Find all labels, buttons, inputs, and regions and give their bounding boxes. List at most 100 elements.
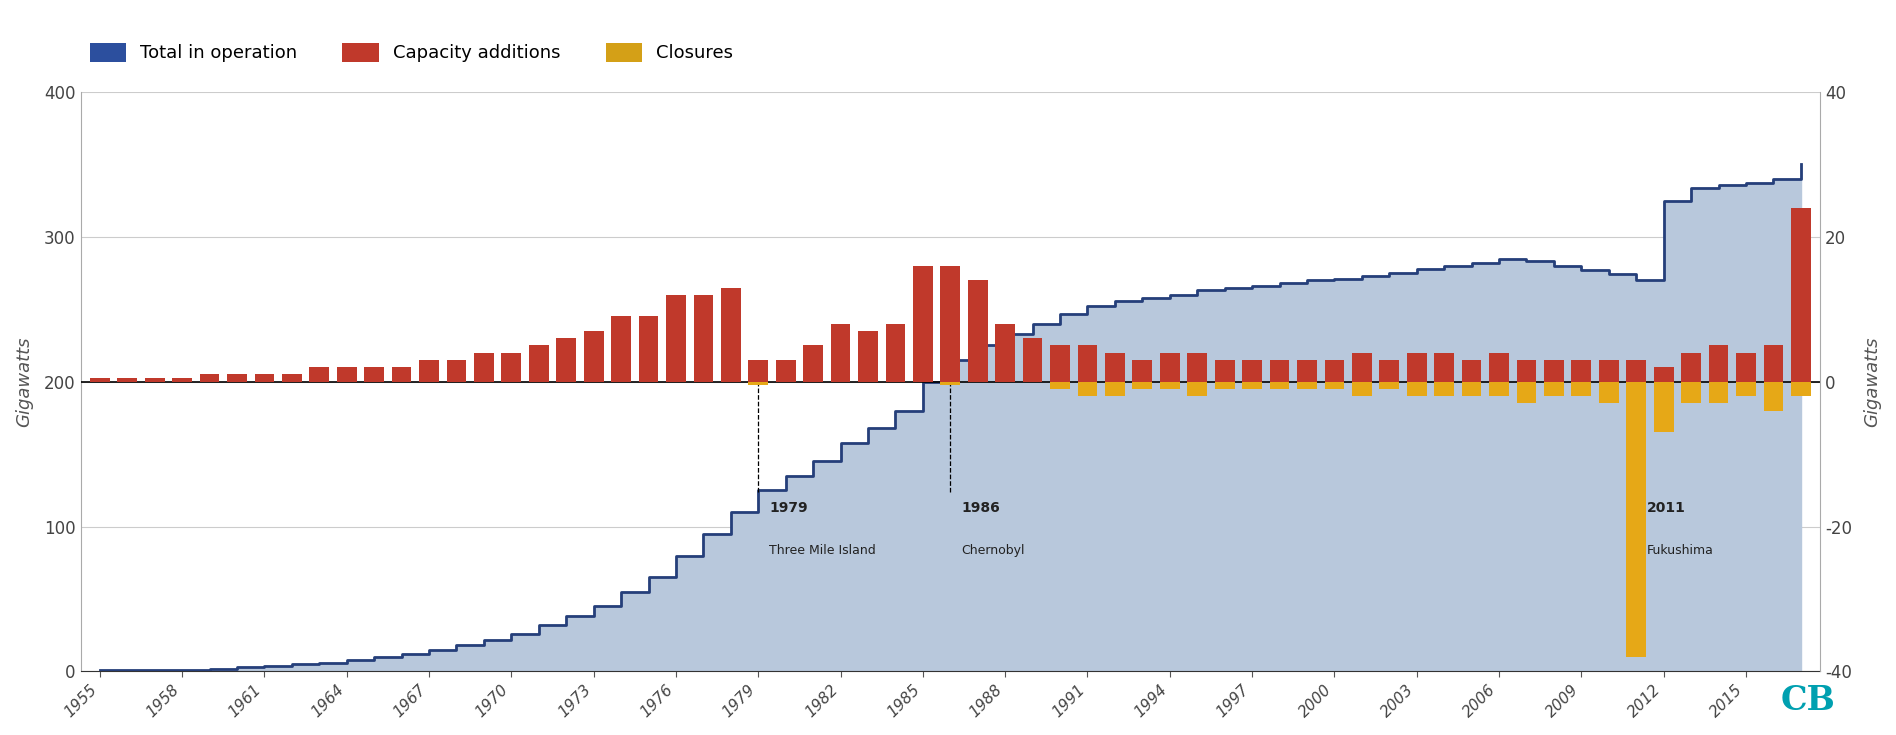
Bar <box>1763 381 1784 411</box>
Bar <box>1737 353 1756 381</box>
Bar <box>1708 381 1729 404</box>
Text: Three Mile Island: Three Mile Island <box>770 544 876 557</box>
Bar <box>254 374 275 381</box>
Bar <box>859 331 878 381</box>
Bar <box>556 338 576 381</box>
Bar <box>1488 353 1509 381</box>
Bar <box>914 266 933 381</box>
Bar <box>639 317 658 381</box>
Bar <box>804 345 823 381</box>
Bar <box>1242 381 1263 389</box>
Bar <box>1433 353 1454 381</box>
Bar <box>1598 381 1619 404</box>
Bar <box>1352 353 1371 381</box>
Bar <box>1433 381 1454 396</box>
Bar <box>501 353 521 381</box>
Bar <box>1132 381 1153 389</box>
Bar <box>173 378 191 381</box>
Bar <box>474 353 493 381</box>
Bar <box>199 374 220 381</box>
Bar <box>1708 345 1729 381</box>
Bar <box>830 323 851 381</box>
Bar <box>309 368 330 381</box>
Bar <box>940 266 959 381</box>
Bar <box>1792 381 1811 396</box>
Bar <box>1050 381 1069 389</box>
Bar <box>1653 381 1674 432</box>
Bar <box>529 345 548 381</box>
Bar <box>1077 345 1098 381</box>
Bar <box>364 368 385 381</box>
Bar <box>1517 381 1536 404</box>
Bar <box>1792 208 1811 381</box>
Bar <box>1462 381 1481 396</box>
Bar <box>447 360 466 381</box>
Bar <box>1627 360 1646 381</box>
Bar <box>1380 360 1399 381</box>
Bar <box>337 368 356 381</box>
Bar <box>720 287 741 381</box>
Bar <box>1297 381 1318 389</box>
Legend: Total in operation, Capacity additions, Closures: Total in operation, Capacity additions, … <box>89 43 734 62</box>
Bar <box>1763 345 1784 381</box>
Bar <box>584 331 603 381</box>
Bar <box>1270 381 1289 389</box>
Bar <box>89 378 110 381</box>
Bar <box>118 378 137 381</box>
Bar <box>1543 360 1564 381</box>
Bar <box>1737 381 1756 396</box>
Bar <box>1488 381 1509 396</box>
Bar <box>1187 381 1208 396</box>
Bar <box>775 360 796 381</box>
Bar <box>995 323 1014 381</box>
Bar <box>1077 381 1098 396</box>
Bar <box>1653 368 1674 381</box>
Text: Chernobyl: Chernobyl <box>961 544 1024 557</box>
Y-axis label: Gigawatts: Gigawatts <box>1864 337 1881 427</box>
Bar <box>885 323 904 381</box>
Bar <box>1325 381 1344 389</box>
Bar <box>419 360 438 381</box>
Bar <box>1105 381 1124 396</box>
Bar <box>392 368 411 381</box>
Bar <box>1407 381 1426 396</box>
Bar <box>228 374 246 381</box>
Bar <box>1352 381 1371 396</box>
Bar <box>1022 338 1043 381</box>
Bar <box>1160 353 1179 381</box>
Text: Fukushima: Fukushima <box>1648 544 1714 557</box>
Bar <box>1572 381 1591 396</box>
Bar <box>1517 360 1536 381</box>
Text: CB: CB <box>1780 684 1835 717</box>
Bar <box>1242 360 1263 381</box>
Y-axis label: Gigawatts: Gigawatts <box>15 337 32 427</box>
Bar <box>1325 360 1344 381</box>
Bar <box>1215 381 1234 389</box>
Bar <box>1050 345 1069 381</box>
Bar <box>967 280 988 381</box>
Bar <box>1682 381 1701 404</box>
Bar <box>1132 360 1153 381</box>
Bar <box>1462 360 1481 381</box>
Bar <box>1407 353 1426 381</box>
Bar <box>940 381 959 385</box>
Bar <box>1160 381 1179 389</box>
Bar <box>1270 360 1289 381</box>
Bar <box>1682 353 1701 381</box>
Bar <box>283 374 301 381</box>
Bar <box>749 360 768 381</box>
Bar <box>749 381 768 385</box>
Text: 1979: 1979 <box>770 501 808 515</box>
Bar <box>1215 360 1234 381</box>
Bar <box>1187 353 1208 381</box>
Bar <box>694 295 713 381</box>
Bar <box>1572 360 1591 381</box>
Text: 1986: 1986 <box>961 501 999 515</box>
Bar <box>144 378 165 381</box>
Bar <box>1105 353 1124 381</box>
Text: 2011: 2011 <box>1648 501 1686 515</box>
Bar <box>1297 360 1318 381</box>
Bar <box>1598 360 1619 381</box>
Bar <box>1543 381 1564 396</box>
Bar <box>611 317 631 381</box>
